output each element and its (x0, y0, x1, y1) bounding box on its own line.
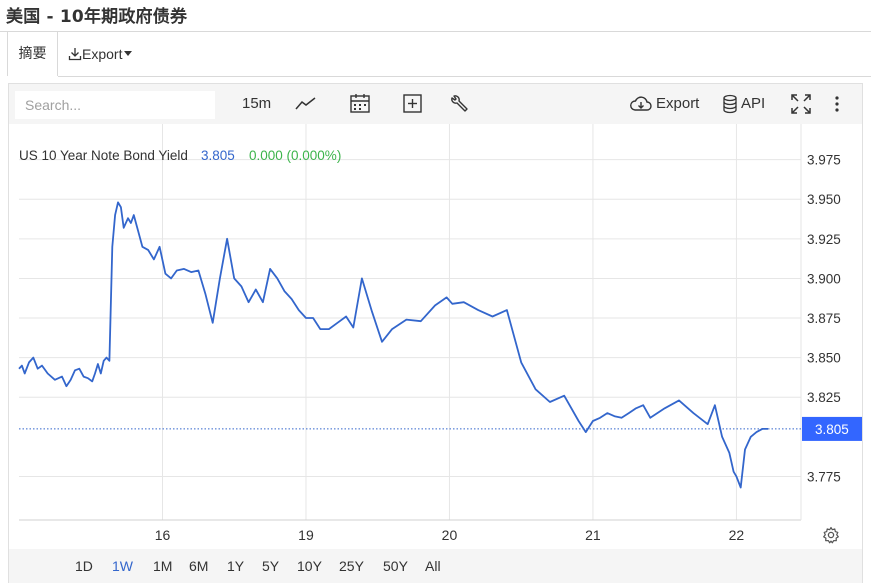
y-tick-label: 3.850 (807, 351, 841, 366)
range-button-all[interactable]: All (425, 558, 441, 574)
legend-value: 3.805 (201, 148, 235, 163)
y-tick-label: 3.875 (807, 311, 841, 326)
wrench-icon (451, 95, 468, 112)
gear-icon (823, 526, 839, 544)
y-tick-label: 3.775 (807, 469, 841, 484)
fullscreen-icon (791, 94, 811, 114)
y-tick-label: 3.975 (807, 153, 841, 168)
chart-plot-area[interactable]: 3.975 3.950 3.925 3.900 3.875 3.850 3.825 3.775… (9, 124, 862, 549)
range-selector: 1D 1W 1M 6M 1Y 5Y 10Y 25Y 50Y All (9, 549, 862, 583)
api-button-label: API (741, 95, 766, 113)
tab-summary[interactable]: 摘要 (7, 32, 58, 76)
database-icon (723, 94, 737, 114)
settings-tools-button[interactable] (449, 92, 469, 116)
plus-square-icon (403, 94, 422, 113)
interval-button[interactable]: 15m (242, 95, 272, 112)
legend-series-name: US 10 Year Note Bond Yield (19, 148, 188, 163)
range-button-10y[interactable]: 10Y (297, 558, 322, 574)
export-button[interactable]: Export (629, 92, 699, 116)
range-button-5y[interactable]: 5Y (262, 558, 280, 574)
more-vertical-icon (835, 96, 839, 112)
tab-bar: 摘要 Export (0, 32, 871, 76)
y-tick-label: 3.950 (807, 192, 841, 207)
y-tick-label: 3.925 (807, 232, 841, 247)
add-indicator-button[interactable] (402, 92, 424, 116)
range-button-25y[interactable]: 25Y (339, 558, 364, 574)
api-button[interactable]: API (722, 92, 765, 116)
x-tick-label: 21 (585, 527, 601, 543)
caret-down-icon (124, 51, 133, 56)
chart-toolbar: 15m (9, 84, 862, 124)
y-tick-label: 3.900 (807, 271, 841, 286)
chart-widget: 15m (8, 83, 863, 583)
more-options-button[interactable] (829, 92, 845, 116)
range-button-50y[interactable]: 50Y (383, 558, 408, 574)
range-button-6m[interactable]: 6M (189, 558, 209, 574)
last-value-label: 3.805 (815, 422, 849, 437)
chart-settings-button[interactable] (822, 526, 840, 549)
title-divider (0, 31, 871, 32)
tab-export-label: Export (82, 46, 123, 62)
calendar-icon (350, 94, 370, 113)
x-tick-label: 20 (442, 527, 458, 543)
fullscreen-button[interactable] (790, 92, 812, 116)
range-button-1d[interactable]: 1D (75, 558, 93, 574)
tab-export[interactable]: Export (68, 32, 133, 76)
chart-type-button[interactable] (295, 92, 317, 116)
x-tick-label: 22 (729, 527, 745, 543)
date-range-button[interactable] (349, 92, 371, 116)
cloud-download-icon (630, 96, 652, 111)
y-tick-label: 3.825 (807, 390, 841, 405)
symbol-search-input[interactable] (15, 91, 215, 119)
export-button-label: Export (656, 95, 700, 113)
x-tick-label: 19 (298, 527, 314, 543)
series-line (18, 201, 768, 489)
line-chart-icon (295, 97, 316, 110)
price-chart[interactable]: 3.975 3.950 3.925 3.900 3.875 3.850 3.825 3.775… (9, 124, 862, 549)
page-title: 美国 - 10年期政府债券 (6, 7, 188, 27)
last-value-badge (802, 416, 862, 441)
range-button-1w[interactable]: 1W (112, 558, 133, 574)
tab-bar-divider (58, 76, 871, 77)
range-button-1y[interactable]: 1Y (227, 558, 245, 574)
download-icon (68, 48, 82, 61)
range-button-1m[interactable]: 1M (153, 558, 173, 574)
legend-change: 0.000 (0.000%) (249, 148, 341, 163)
x-tick-label: 16 (155, 527, 171, 543)
